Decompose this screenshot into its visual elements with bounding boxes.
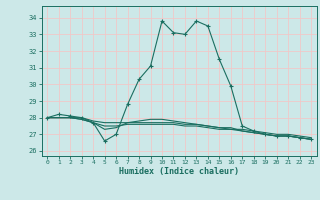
X-axis label: Humidex (Indice chaleur): Humidex (Indice chaleur)	[119, 167, 239, 176]
